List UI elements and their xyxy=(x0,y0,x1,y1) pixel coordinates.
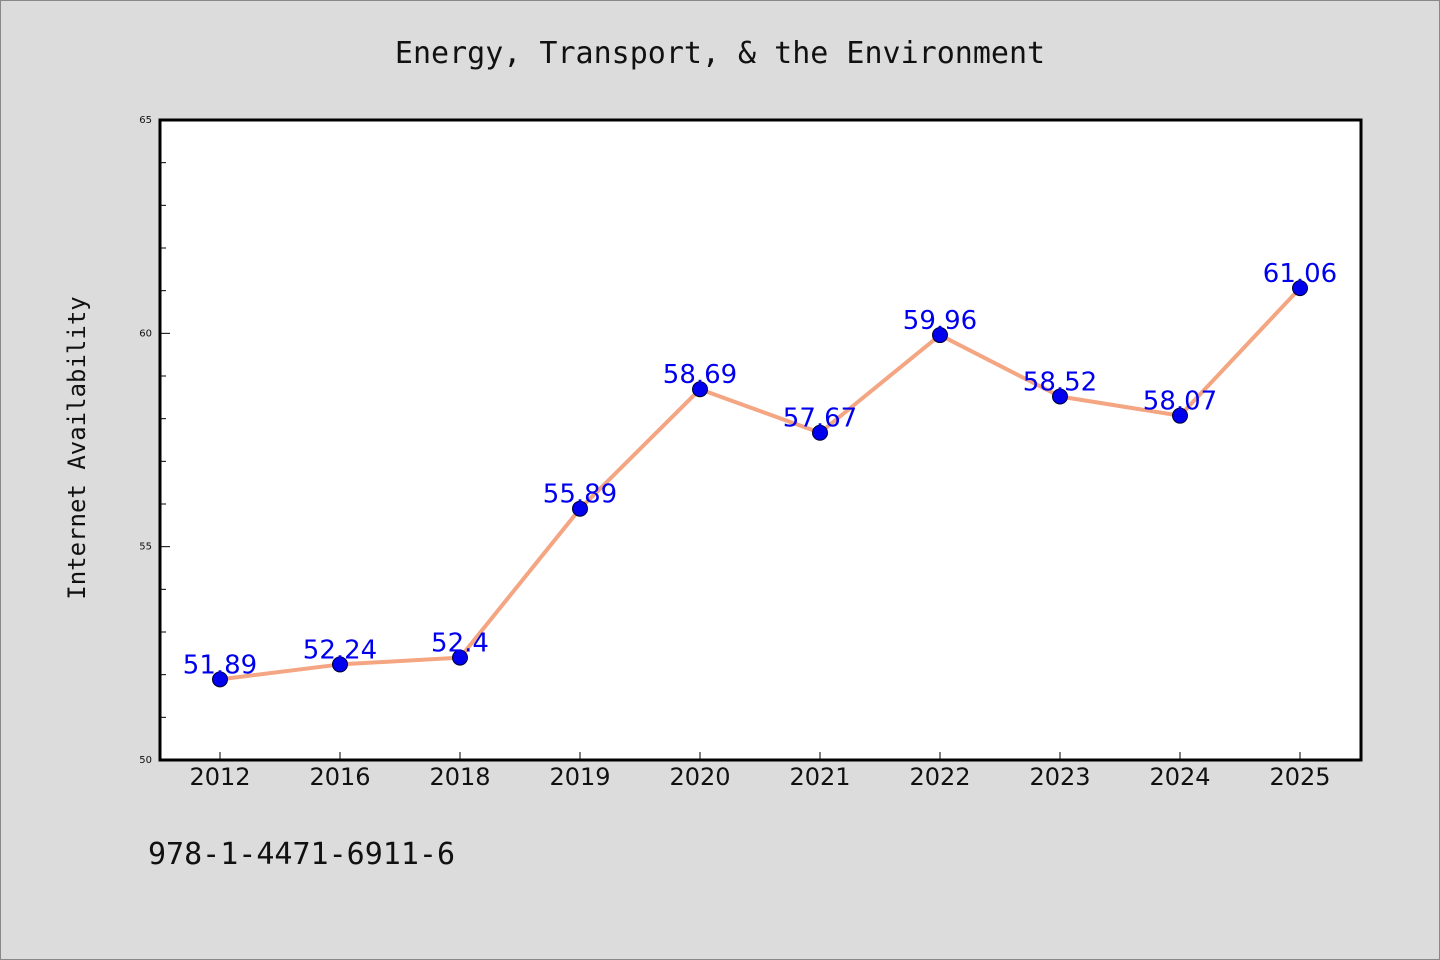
data-label: 52.4 xyxy=(431,629,489,659)
data-label: 58.69 xyxy=(663,360,737,390)
data-point xyxy=(332,656,348,673)
x-tick-label: 2021 xyxy=(789,763,850,791)
data-label: 52.24 xyxy=(303,635,377,665)
x-tick-label: 2016 xyxy=(309,763,370,791)
data-point xyxy=(932,327,948,344)
data-label: 59.96 xyxy=(903,306,977,336)
series-line xyxy=(218,286,1302,682)
x-tick-label: 2012 xyxy=(189,763,250,791)
x-tick-label: 2019 xyxy=(549,763,610,791)
data-label: 51.89 xyxy=(183,650,257,680)
x-tick-label: 2020 xyxy=(669,763,730,791)
y-tick-label: 60 xyxy=(139,328,152,339)
data-point xyxy=(572,500,588,517)
data-point xyxy=(1052,388,1068,405)
data-label: 61.06 xyxy=(1263,259,1337,289)
x-tick-label: 2025 xyxy=(1269,763,1330,791)
data-label: 58.52 xyxy=(1023,367,1097,397)
data-point xyxy=(812,424,828,441)
x-tick-label: 2022 xyxy=(909,763,970,791)
plot-area xyxy=(158,118,1363,762)
y-axis-ticks: 50 55 60 65 xyxy=(139,115,170,766)
data-point xyxy=(452,649,468,666)
data-point xyxy=(1172,407,1188,424)
data-label: 57.67 xyxy=(783,404,857,434)
y-tick-label: 65 xyxy=(139,115,152,126)
x-tick-label: 2024 xyxy=(1149,763,1210,791)
y-tick-label: 55 xyxy=(139,542,152,553)
data-point xyxy=(1292,280,1308,297)
data-point xyxy=(212,671,228,688)
chart-title: Energy, Transport, & the Environment xyxy=(395,36,1045,71)
x-tick-label: 2023 xyxy=(1029,763,1090,791)
x-axis-ticks: 2012 2016 2018 2019 2020 2021 2022 2023 2024 2025 xyxy=(189,752,1331,791)
y-axis-label: Internet Availability xyxy=(63,296,91,599)
data-label: 58.07 xyxy=(1143,387,1217,417)
isbn-footer: 978-1-4471-6911-6 xyxy=(148,837,455,872)
data-label: 55.89 xyxy=(543,480,617,510)
x-tick-label: 2018 xyxy=(429,763,490,791)
y-tick-label: 50 xyxy=(139,755,152,766)
data-point xyxy=(692,381,708,398)
series-line-group: 51.89 52.24 52.4 55.89 58.69 57.67 59.96 58.52 5… xyxy=(183,259,1337,688)
